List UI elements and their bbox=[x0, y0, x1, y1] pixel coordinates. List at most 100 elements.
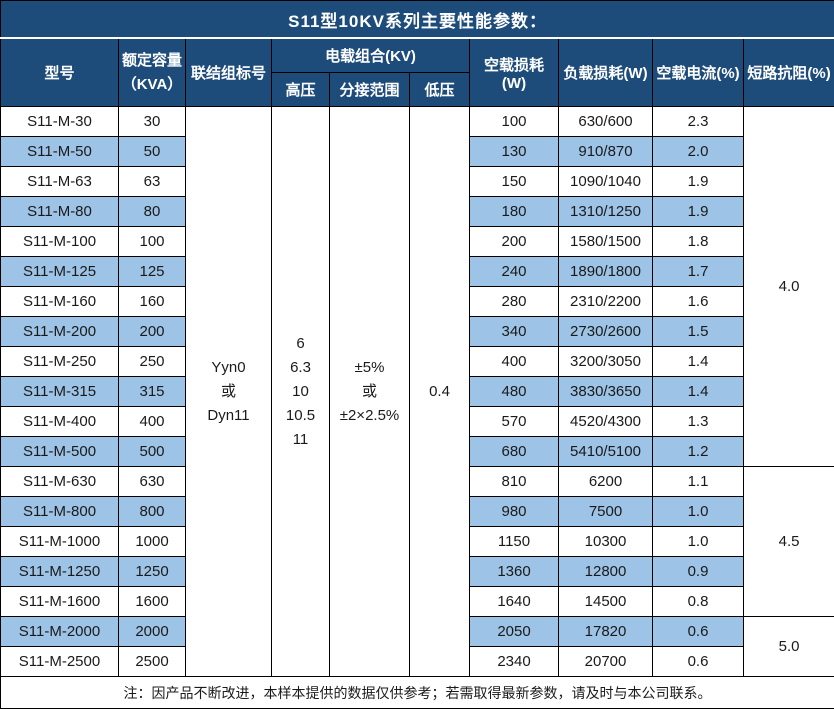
load-loss-cell: 5410/5100 bbox=[559, 437, 653, 467]
no-load-current-cell: 0.8 bbox=[653, 587, 744, 617]
load-loss-cell: 2310/2200 bbox=[559, 287, 653, 317]
no-load-loss-cell: 400 bbox=[470, 347, 559, 377]
load-loss-cell: 1890/1800 bbox=[559, 257, 653, 287]
no-load-loss-cell: 980 bbox=[470, 497, 559, 527]
model-cell: S11-M-315 bbox=[1, 377, 119, 407]
model-cell: S11-M-1250 bbox=[1, 557, 119, 587]
no-load-current-cell: 1.1 bbox=[653, 467, 744, 497]
capacity-cell: 50 bbox=[119, 137, 186, 167]
header-tap-range: 分接范围 bbox=[330, 73, 410, 107]
impedance-cell: 4.5 bbox=[744, 467, 834, 617]
no-load-loss-cell: 1360 bbox=[470, 557, 559, 587]
capacity-cell: 125 bbox=[119, 257, 186, 287]
model-cell: S11-M-100 bbox=[1, 227, 119, 257]
model-cell: S11-M-160 bbox=[1, 287, 119, 317]
impedance-cell: 4.0 bbox=[744, 107, 834, 467]
load-loss-cell: 910/870 bbox=[559, 137, 653, 167]
capacity-cell: 630 bbox=[119, 467, 186, 497]
model-cell: S11-M-400 bbox=[1, 407, 119, 437]
load-loss-cell: 12800 bbox=[559, 557, 653, 587]
header-lv: 低压 bbox=[410, 73, 470, 107]
table-header: S11型10KV系列主要性能参数： 型号 额定容量 （KVA） 联结组标号 电载… bbox=[1, 1, 834, 107]
capacity-cell: 160 bbox=[119, 287, 186, 317]
no-load-current-cell: 1.9 bbox=[653, 197, 744, 227]
header-impedance: 短路抗阻(%) bbox=[744, 38, 834, 107]
capacity-cell: 800 bbox=[119, 497, 186, 527]
no-load-current-cell: 0.9 bbox=[653, 557, 744, 587]
table-footer: 注：因产品不断改进，本样本提供的数据仅供参考；若需取得最新参数，请及时与本公司联… bbox=[1, 677, 834, 709]
no-load-loss-cell: 240 bbox=[470, 257, 559, 287]
capacity-cell: 315 bbox=[119, 377, 186, 407]
model-cell: S11-M-125 bbox=[1, 257, 119, 287]
no-load-current-cell: 0.6 bbox=[653, 617, 744, 647]
no-load-loss-cell: 2050 bbox=[470, 617, 559, 647]
model-cell: S11-M-200 bbox=[1, 317, 119, 347]
page-title: S11型10KV系列主要性能参数： bbox=[1, 1, 834, 39]
no-load-current-cell: 1.6 bbox=[653, 287, 744, 317]
no-load-loss-cell: 680 bbox=[470, 437, 559, 467]
model-cell: S11-M-800 bbox=[1, 497, 119, 527]
capacity-cell: 1600 bbox=[119, 587, 186, 617]
capacity-cell: 200 bbox=[119, 317, 186, 347]
no-load-current-cell: 1.0 bbox=[653, 497, 744, 527]
model-cell: S11-M-30 bbox=[1, 107, 119, 137]
no-load-loss-cell: 810 bbox=[470, 467, 559, 497]
header-load-loss: 负载损耗(W) bbox=[559, 38, 653, 107]
header-no-load-loss: 空载损耗(W) bbox=[470, 38, 559, 107]
no-load-current-cell: 1.3 bbox=[653, 407, 744, 437]
capacity-cell: 80 bbox=[119, 197, 186, 227]
no-load-loss-cell: 180 bbox=[470, 197, 559, 227]
load-loss-cell: 1580/1500 bbox=[559, 227, 653, 257]
no-load-current-cell: 1.9 bbox=[653, 167, 744, 197]
header-no-load-current: 空载电流(%) bbox=[653, 38, 744, 107]
connection-cell: Yyn0 或 Dyn11 bbox=[186, 107, 272, 677]
no-load-current-cell: 1.4 bbox=[653, 347, 744, 377]
no-load-loss-cell: 570 bbox=[470, 407, 559, 437]
impedance-cell: 5.0 bbox=[744, 617, 834, 677]
model-cell: S11-M-630 bbox=[1, 467, 119, 497]
load-loss-cell: 10300 bbox=[559, 527, 653, 557]
no-load-loss-cell: 130 bbox=[470, 137, 559, 167]
no-load-loss-cell: 280 bbox=[470, 287, 559, 317]
no-load-current-cell: 1.4 bbox=[653, 377, 744, 407]
no-load-current-cell: 1.2 bbox=[653, 437, 744, 467]
model-cell: S11-M-1000 bbox=[1, 527, 119, 557]
model-cell: S11-M-2000 bbox=[1, 617, 119, 647]
capacity-cell: 400 bbox=[119, 407, 186, 437]
no-load-current-cell: 0.6 bbox=[653, 647, 744, 677]
no-load-current-cell: 2.3 bbox=[653, 107, 744, 137]
load-loss-cell: 1090/1040 bbox=[559, 167, 653, 197]
no-load-current-cell: 1.5 bbox=[653, 317, 744, 347]
load-loss-cell: 20700 bbox=[559, 647, 653, 677]
load-loss-cell: 630/600 bbox=[559, 107, 653, 137]
load-loss-cell: 1310/1250 bbox=[559, 197, 653, 227]
title-row: S11型10KV系列主要性能参数： bbox=[1, 1, 834, 39]
note-text: 注：因产品不断改进，本样本提供的数据仅供参考；若需取得最新参数，请及时与本公司联… bbox=[1, 677, 834, 709]
capacity-cell: 1250 bbox=[119, 557, 186, 587]
load-loss-cell: 14500 bbox=[559, 587, 653, 617]
header-hv: 高压 bbox=[272, 73, 330, 107]
capacity-cell: 2000 bbox=[119, 617, 186, 647]
header-connection: 联结组标号 bbox=[186, 38, 272, 107]
model-cell: S11-M-500 bbox=[1, 437, 119, 467]
model-cell: S11-M-1600 bbox=[1, 587, 119, 617]
no-load-loss-cell: 1150 bbox=[470, 527, 559, 557]
header-load-combo-group: 电载组合(KV) bbox=[272, 38, 470, 73]
tap-range-cell: ±5% 或 ±2×2.5% bbox=[330, 107, 410, 677]
model-cell: S11-M-50 bbox=[1, 137, 119, 167]
note-row: 注：因产品不断改进，本样本提供的数据仅供参考；若需取得最新参数，请及时与本公司联… bbox=[1, 677, 834, 709]
header-row-1: 型号 额定容量 （KVA） 联结组标号 电载组合(KV) 空载损耗(W) 负载损… bbox=[1, 38, 834, 73]
no-load-loss-cell: 1640 bbox=[470, 587, 559, 617]
model-cell: S11-M-250 bbox=[1, 347, 119, 377]
capacity-cell: 100 bbox=[119, 227, 186, 257]
capacity-cell: 30 bbox=[119, 107, 186, 137]
load-loss-cell: 7500 bbox=[559, 497, 653, 527]
no-load-loss-cell: 200 bbox=[470, 227, 559, 257]
lv-cell: 0.4 bbox=[410, 107, 470, 677]
model-cell: S11-M-2500 bbox=[1, 647, 119, 677]
no-load-loss-cell: 100 bbox=[470, 107, 559, 137]
no-load-current-cell: 1.7 bbox=[653, 257, 744, 287]
